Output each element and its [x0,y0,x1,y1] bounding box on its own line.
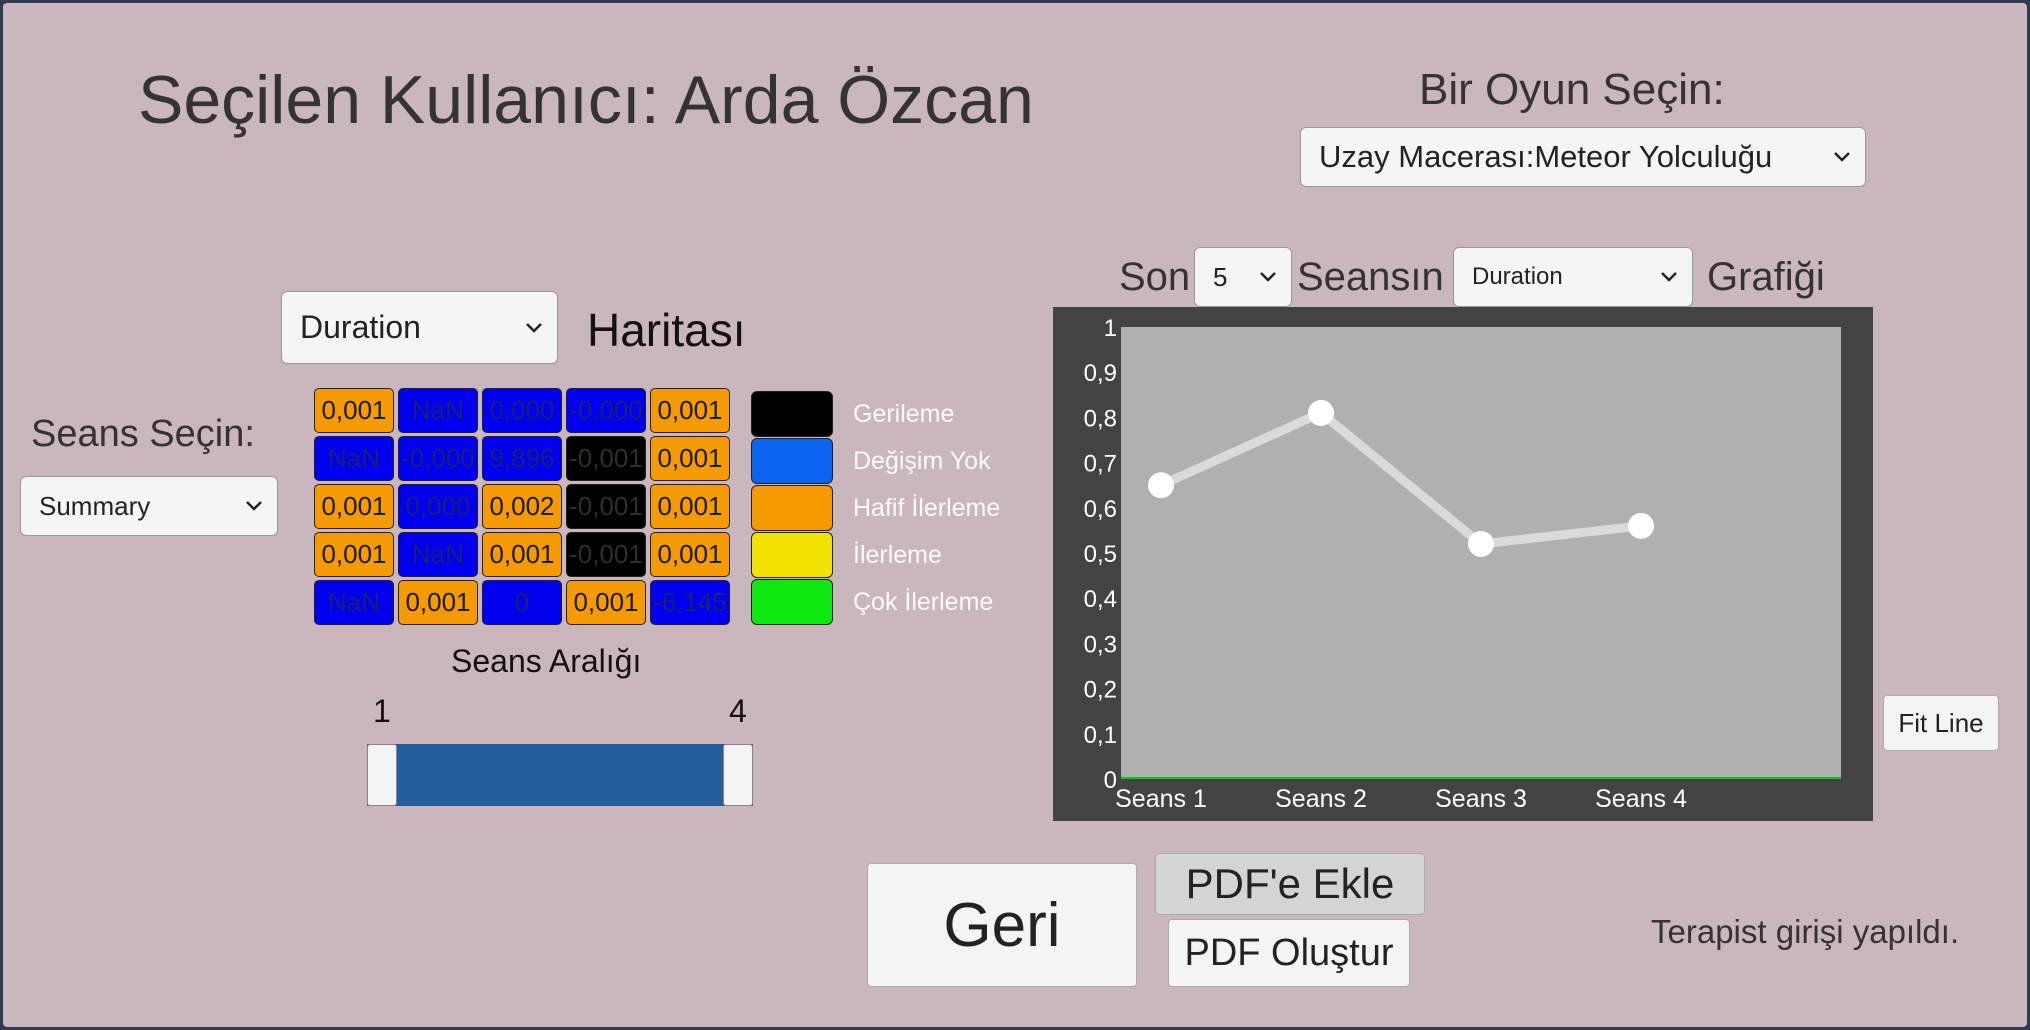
heatmap-cell: 0,001 [650,532,730,577]
data-point [1308,399,1334,426]
heatmap-cell: 0 [482,580,562,625]
y-tick-label: 0,3 [1084,631,1117,658]
heatmap-cell: 0,001 [314,532,394,577]
heatmap-cell: 0,001 [314,484,394,529]
legend-swatch [751,438,833,484]
session-dropdown[interactable]: Summary [20,476,278,536]
graph-seansin-label: Seansın [1297,255,1444,299]
range-slider-fill [367,744,753,806]
game-select-label: Bir Oyun Seçin: [1419,65,1725,114]
legend-swatch [751,485,833,531]
series-line [1159,407,1642,549]
game-dropdown-value: Uzay Macerası:Meteor Yolculuğu [1319,139,1773,174]
fit-line-button[interactable]: Fit Line [1883,695,1999,751]
map-title: Haritası [587,304,746,356]
create-pdf-button[interactable]: PDF Oluştur [1168,919,1410,987]
heatmap-cell: 0,000 [398,484,478,529]
session-count-dropdown[interactable]: 5 [1194,247,1292,307]
chevron-down-icon [246,501,262,511]
x-tick-label: Seans 1 [1115,785,1207,813]
data-point [1628,512,1654,539]
heatmap-cell: 9,896 [482,436,562,481]
graph-metric-dropdown[interactable]: Duration [1453,247,1693,307]
legend-label: İlerleme [853,541,942,569]
heatmap-cell: 0,001 [314,388,394,433]
game-dropdown[interactable]: Uzay Macerası:Meteor Yolculuğu [1300,127,1866,187]
chevron-down-icon [1661,272,1677,282]
chevron-down-icon [1260,272,1276,282]
graph-son-label: Son [1119,255,1191,299]
x-tick-label: Seans 2 [1275,785,1367,813]
y-tick-label: 0,9 [1084,360,1117,387]
heatmap-cell: -0,001 [566,532,646,577]
legend-swatch [751,532,833,578]
heatmap-cell: -6,145 [650,580,730,625]
x-tick-label: Seans 4 [1595,785,1687,813]
legend-label: Gerileme [853,400,955,428]
chevron-down-icon [1834,152,1850,162]
legend-label: Değişim Yok [853,447,991,475]
main-panel: Seçilen Kullanıcı: Arda Özcan Bir Oyun S… [3,3,2027,1027]
back-button[interactable]: Geri [867,863,1137,987]
chevron-down-icon [526,322,542,333]
heatmap-cell: 0,001 [650,436,730,481]
heatmap-cell: 0,001 [650,484,730,529]
heatmap-cell: NaN [398,532,478,577]
range-min-label: 1 [373,693,391,729]
legend-swatch [751,391,833,437]
range-min-handle[interactable] [367,744,397,806]
data-point [1468,530,1494,557]
graph-grafigi-label: Grafiği [1707,255,1825,299]
y-tick-label: 0,1 [1084,722,1117,749]
y-tick-label: 0,4 [1084,586,1117,613]
legend-swatch [751,579,833,625]
status-text: Terapist girişi yapıldı. [1651,913,1960,950]
add-to-pdf-button[interactable]: PDF'e Ekle [1155,853,1425,915]
session-line-chart: 0 0,1 0,2 0,3 0,4 0,5 0,6 0,7 0,8 0,9 1 Seans 1 Sean… [1053,307,1873,821]
x-tick-label: Seans 3 [1435,785,1527,813]
y-tick-label: 1 [1104,315,1117,342]
y-tick-label: 0 [1104,767,1117,794]
y-tick-label: 0,5 [1084,541,1117,568]
heatmap-cell: 0,001 [650,388,730,433]
range-max-handle[interactable] [723,744,753,806]
heatmap-cell: 0,001 [398,580,478,625]
y-tick-label: 0,6 [1084,496,1117,523]
map-metric-value: Duration [300,309,421,345]
heatmap-cell: NaN [398,388,478,433]
legend-label: Çok İlerleme [853,588,994,616]
y-tick-label: 0,2 [1084,677,1117,704]
map-metric-dropdown[interactable]: Duration [281,291,558,364]
heatmap-cell: 0,001 [482,532,562,577]
y-tick-label: 0,8 [1084,405,1117,432]
heatmap-cell: NaN [314,436,394,481]
range-label: Seans Aralığı [451,643,642,679]
session-count-value: 5 [1213,261,1228,292]
range-max-label: 4 [729,693,747,729]
heatmap-cell: -0,001 [566,484,646,529]
legend-label: Hafif İlerleme [853,494,1001,522]
heatmap-cell: NaN [314,580,394,625]
session-dropdown-value: Summary [39,490,151,521]
heatmap-cell: -0,000 [566,388,646,433]
heatmap-cell: -0,000 [398,436,478,481]
heatmap-cell: -0,001 [566,436,646,481]
range-slider[interactable] [367,744,753,806]
session-select-label: Seans Seçin: [31,413,255,455]
heatmap-cell: 0,000 [482,388,562,433]
heatmap-cell: 0,002 [482,484,562,529]
graph-metric-value: Duration [1472,263,1563,290]
y-tick-label: 0,7 [1084,451,1117,478]
heatmap-cell: 0,001 [566,580,646,625]
page-title: Seçilen Kullanıcı: Arda Özcan [138,62,1034,138]
data-point [1148,472,1174,499]
